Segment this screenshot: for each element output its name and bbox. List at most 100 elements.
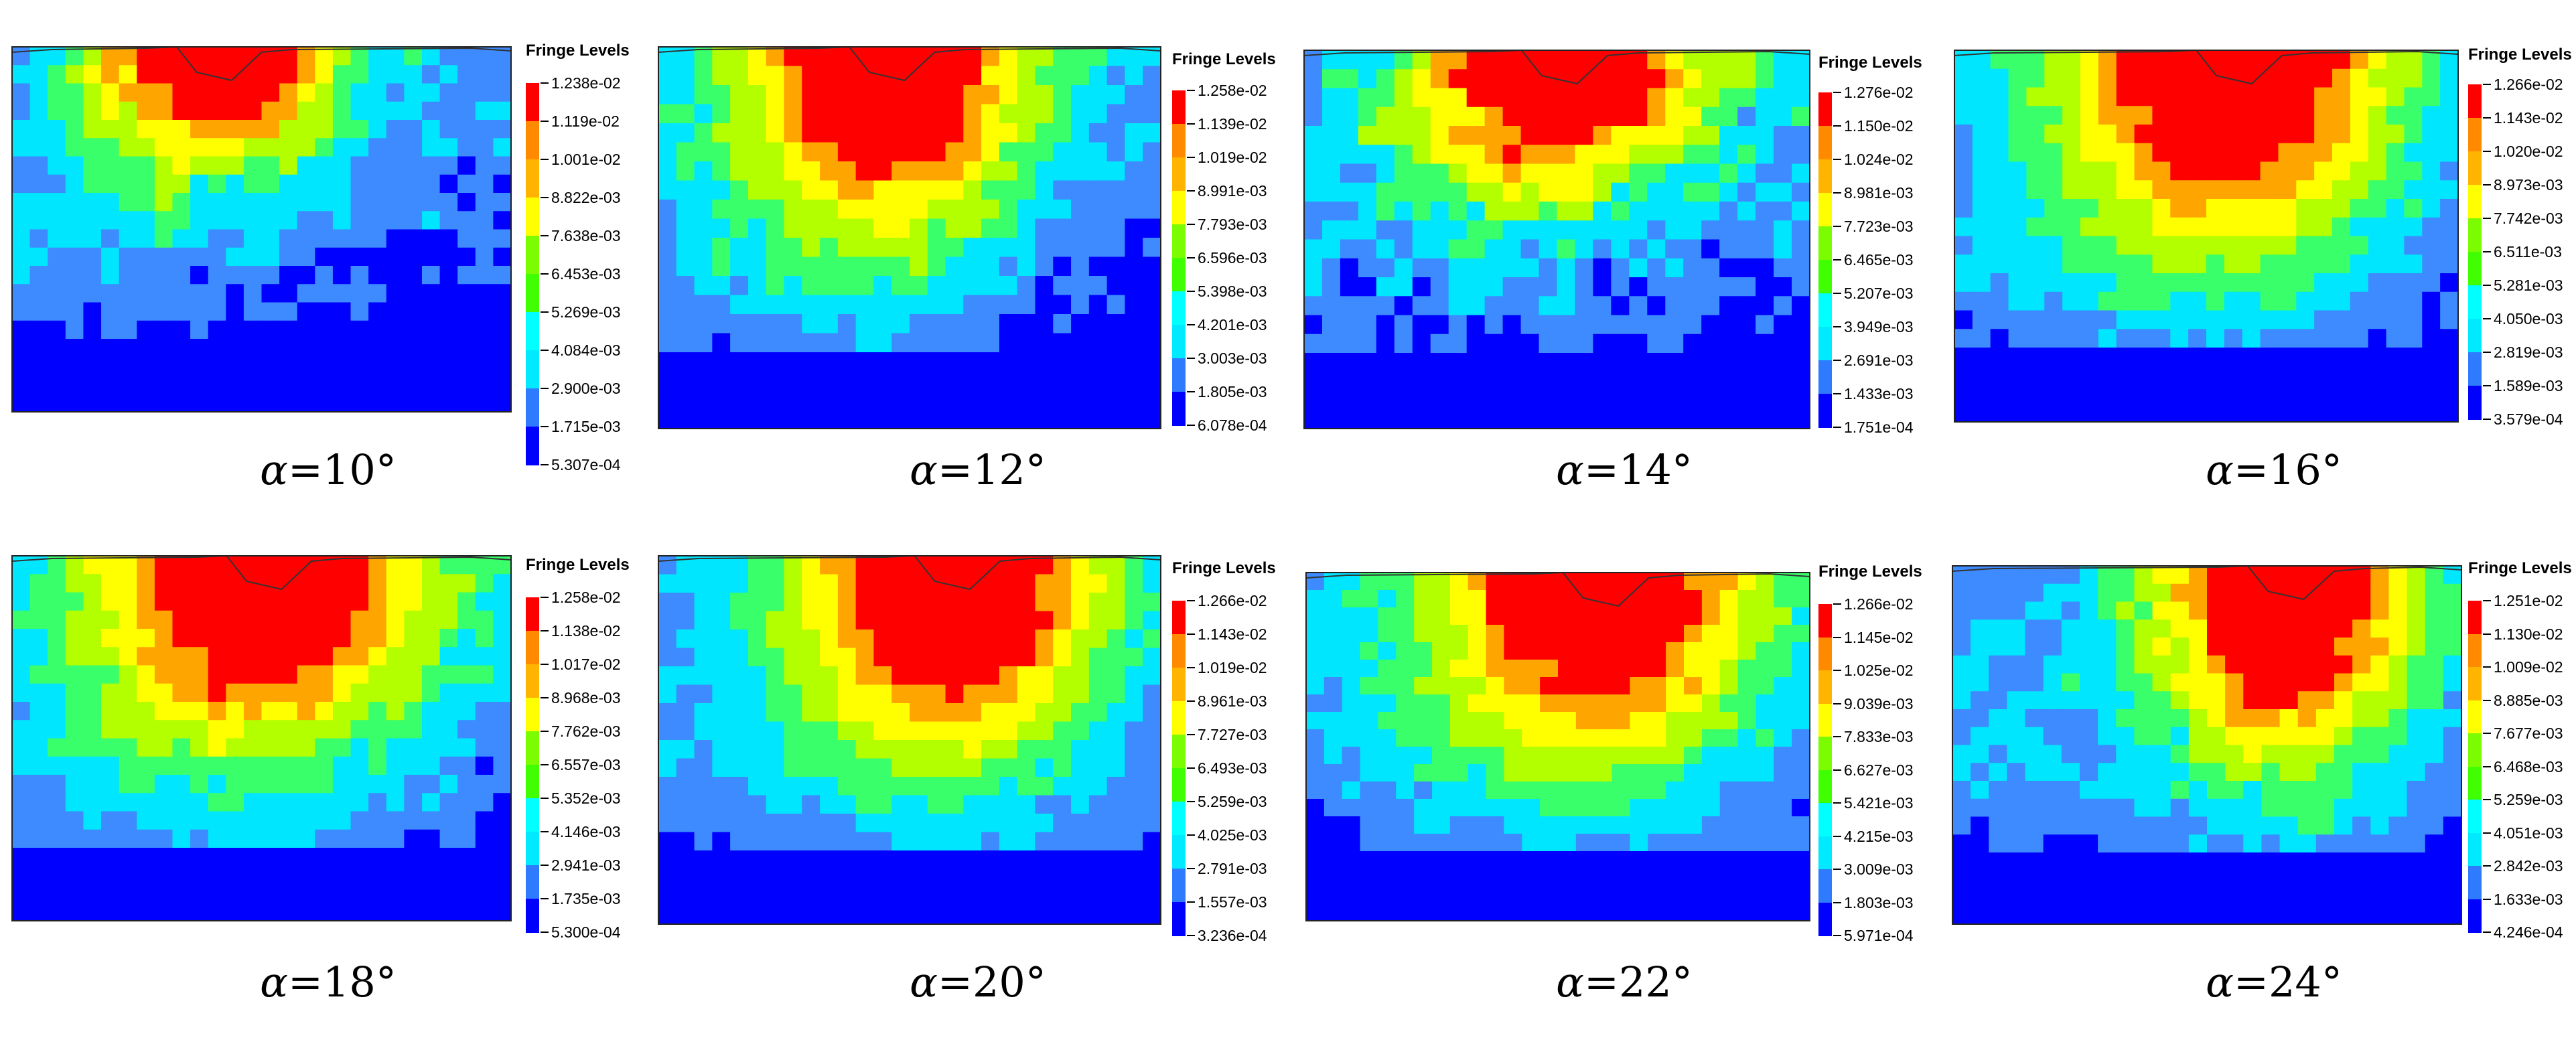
legend-color-swatch bbox=[1818, 260, 1832, 294]
legend-level-label: 5.281e-03 bbox=[2494, 277, 2563, 294]
legend-color-swatch bbox=[1818, 902, 1832, 936]
legend-level-label: 7.727e-03 bbox=[1198, 726, 1267, 743]
legend-color-swatch bbox=[526, 865, 539, 899]
fringe-legend: Fringe Levels 1.251e-02 1.130e-02 1.009e-02… bbox=[2468, 559, 2576, 952]
legend-color-swatch bbox=[526, 388, 539, 427]
legend-level-label: 6.596e-03 bbox=[1198, 249, 1267, 267]
plot-border bbox=[1952, 565, 2462, 925]
legend-tick bbox=[1833, 769, 1841, 771]
legend-level-label: 3.579e-04 bbox=[2494, 411, 2563, 428]
legend-tick bbox=[1833, 293, 1841, 294]
legend-level-label: 4.050e-03 bbox=[2494, 310, 2563, 327]
legend-tick bbox=[2483, 419, 2491, 420]
legend-tick bbox=[2483, 931, 2491, 933]
legend-level-label: 1.017e-02 bbox=[551, 656, 621, 673]
legend-level-label: 4.215e-03 bbox=[1844, 827, 1914, 845]
legend-tick bbox=[2483, 84, 2491, 85]
legend-tick bbox=[2483, 799, 2491, 800]
legend-level-label: 9.039e-03 bbox=[1844, 694, 1914, 713]
contour-cells bbox=[12, 47, 512, 413]
legend-color-bar bbox=[1818, 604, 1832, 936]
legend-level-label: 5.398e-03 bbox=[1198, 283, 1267, 300]
legend-tick bbox=[541, 831, 549, 832]
legend-tick bbox=[541, 764, 549, 765]
legend-tick bbox=[1833, 736, 1841, 737]
legend-tick bbox=[1833, 360, 1841, 361]
legend-level-label: 4.051e-03 bbox=[2494, 824, 2563, 842]
legend-level-label: 1.557e-03 bbox=[1198, 893, 1267, 911]
legend-color-swatch bbox=[2468, 352, 2482, 386]
legend-tick bbox=[1187, 667, 1195, 668]
legend-tick bbox=[1833, 125, 1841, 127]
contour-cells bbox=[1306, 573, 1810, 921]
legend-color-swatch bbox=[2468, 319, 2482, 353]
legend-color-swatch bbox=[1172, 668, 1186, 702]
legend-color-swatch bbox=[1818, 126, 1832, 160]
legend-level-label: 4.246e-04 bbox=[2494, 923, 2563, 941]
surface-line bbox=[11, 554, 512, 591]
legend-level-label: 8.981e-03 bbox=[1844, 184, 1914, 202]
legend-tick bbox=[541, 311, 549, 313]
legend-level-label: 2.842e-03 bbox=[2494, 857, 2563, 875]
legend-tick bbox=[2483, 832, 2491, 834]
legend-color-swatch bbox=[1818, 703, 1832, 737]
legend-color-bar bbox=[526, 83, 539, 465]
legend-color-swatch bbox=[2468, 866, 2482, 899]
legend-level-label: 1.715e-03 bbox=[551, 418, 621, 435]
legend-level-label: 6.453e-03 bbox=[551, 265, 621, 283]
legend-color-swatch bbox=[526, 597, 539, 631]
legend-level-label: 7.833e-03 bbox=[1844, 728, 1914, 745]
legend-tick bbox=[1833, 935, 1841, 936]
legend-color-swatch bbox=[2468, 151, 2482, 185]
legend-level-label: 1.024e-02 bbox=[1844, 151, 1914, 168]
legend-tick bbox=[2483, 117, 2491, 119]
legend-level-label: 6.511e-03 bbox=[2494, 243, 2562, 260]
contour-panel bbox=[11, 46, 512, 413]
legend-color-swatch bbox=[1172, 90, 1186, 125]
contour-cells bbox=[1954, 50, 2459, 423]
fringe-contour-plot bbox=[1954, 49, 2459, 423]
legend-tick bbox=[1833, 802, 1841, 804]
legend-title: Fringe Levels bbox=[2468, 46, 2572, 64]
legend-tick bbox=[541, 159, 549, 160]
contour-panel bbox=[1952, 565, 2462, 925]
legend-color-swatch bbox=[526, 631, 539, 665]
legend-tick bbox=[1187, 633, 1195, 635]
legend-color-swatch bbox=[2468, 700, 2482, 734]
alpha-symbol: α bbox=[1556, 445, 1585, 494]
legend-tick bbox=[2483, 318, 2491, 319]
fringe-legend: Fringe Levels 1.266e-02 1.145e-02 1.025e-02… bbox=[1818, 563, 1946, 956]
legend-tick bbox=[2483, 699, 2491, 701]
legend-level-label: 1.735e-03 bbox=[551, 890, 621, 907]
legend-level-label: 1.138e-02 bbox=[551, 622, 621, 640]
legend-color-swatch bbox=[526, 312, 539, 351]
legend-tick bbox=[1833, 835, 1841, 837]
legend-level-label: 1.276e-02 bbox=[1844, 84, 1914, 101]
legend-color-swatch bbox=[526, 121, 539, 160]
legend-tick bbox=[541, 350, 549, 351]
legend-color-swatch bbox=[1818, 637, 1832, 671]
legend-tick bbox=[1833, 670, 1841, 671]
plot-border bbox=[11, 46, 512, 413]
legend-level-label: 1.238e-02 bbox=[551, 74, 621, 92]
legend-level-label: 8.885e-03 bbox=[2494, 691, 2563, 709]
panel-caption: α=22° bbox=[1336, 958, 1912, 1006]
legend-level-label: 2.819e-03 bbox=[2494, 344, 2563, 361]
legend-level-label: 2.691e-03 bbox=[1844, 352, 1914, 369]
legend-tick bbox=[541, 82, 549, 84]
legend-level-label: 2.900e-03 bbox=[551, 380, 621, 397]
legend-tick bbox=[541, 597, 549, 598]
legend-level-label: 1.139e-02 bbox=[1198, 115, 1267, 133]
plot-border bbox=[1305, 572, 1810, 921]
legend-color-bar bbox=[2468, 601, 2482, 933]
legend-level-label: 7.742e-03 bbox=[2494, 210, 2563, 227]
fringe-contour-plot bbox=[658, 46, 1161, 429]
legend-level-label: 6.557e-03 bbox=[551, 756, 621, 773]
legend-color-swatch bbox=[526, 83, 539, 122]
legend-tick bbox=[1187, 767, 1195, 769]
legend-level-label: 4.146e-03 bbox=[551, 823, 621, 840]
legend-level-label: 4.025e-03 bbox=[1198, 826, 1267, 844]
legend-level-label: 1.145e-02 bbox=[1844, 628, 1914, 646]
legend-title: Fringe Levels bbox=[526, 42, 630, 60]
surface-line bbox=[1954, 49, 2459, 85]
